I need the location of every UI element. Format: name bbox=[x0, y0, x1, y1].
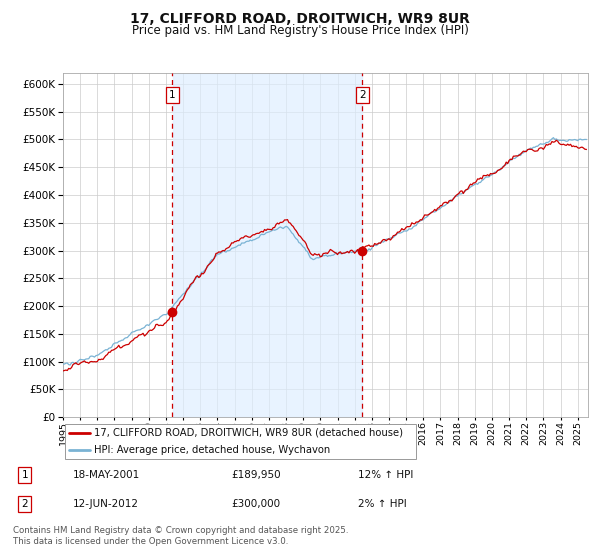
Text: Price paid vs. HM Land Registry's House Price Index (HPI): Price paid vs. HM Land Registry's House … bbox=[131, 24, 469, 36]
Text: 17, CLIFFORD ROAD, DROITWICH, WR9 8UR: 17, CLIFFORD ROAD, DROITWICH, WR9 8UR bbox=[130, 12, 470, 26]
Text: £300,000: £300,000 bbox=[231, 499, 280, 509]
Text: 2: 2 bbox=[22, 499, 28, 509]
Text: £189,950: £189,950 bbox=[231, 470, 281, 480]
FancyBboxPatch shape bbox=[65, 424, 416, 459]
Text: 1: 1 bbox=[22, 470, 28, 480]
Text: 12-JUN-2012: 12-JUN-2012 bbox=[73, 499, 139, 509]
Text: Contains HM Land Registry data © Crown copyright and database right 2025.
This d: Contains HM Land Registry data © Crown c… bbox=[13, 526, 349, 546]
Text: 12% ↑ HPI: 12% ↑ HPI bbox=[358, 470, 413, 480]
Text: 17, CLIFFORD ROAD, DROITWICH, WR9 8UR (detached house): 17, CLIFFORD ROAD, DROITWICH, WR9 8UR (d… bbox=[94, 427, 403, 437]
Text: 1: 1 bbox=[169, 90, 176, 100]
Text: 2: 2 bbox=[359, 90, 365, 100]
Text: 2% ↑ HPI: 2% ↑ HPI bbox=[358, 499, 406, 509]
Text: HPI: Average price, detached house, Wychavon: HPI: Average price, detached house, Wych… bbox=[94, 445, 331, 455]
Text: 18-MAY-2001: 18-MAY-2001 bbox=[73, 470, 140, 480]
